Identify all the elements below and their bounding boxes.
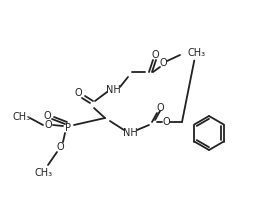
Text: O: O <box>44 120 52 130</box>
Text: CH₃: CH₃ <box>35 168 53 178</box>
Text: NH: NH <box>123 128 137 138</box>
Text: O: O <box>162 117 170 127</box>
Text: O: O <box>156 103 164 113</box>
Text: P: P <box>65 123 71 133</box>
Text: O: O <box>56 142 64 152</box>
Text: O: O <box>74 88 82 98</box>
Text: O: O <box>151 50 159 60</box>
Text: CH₃: CH₃ <box>13 112 31 122</box>
Text: CH₃: CH₃ <box>188 48 206 58</box>
Text: O: O <box>159 58 167 68</box>
Text: NH: NH <box>106 85 120 95</box>
Text: O: O <box>43 111 51 121</box>
